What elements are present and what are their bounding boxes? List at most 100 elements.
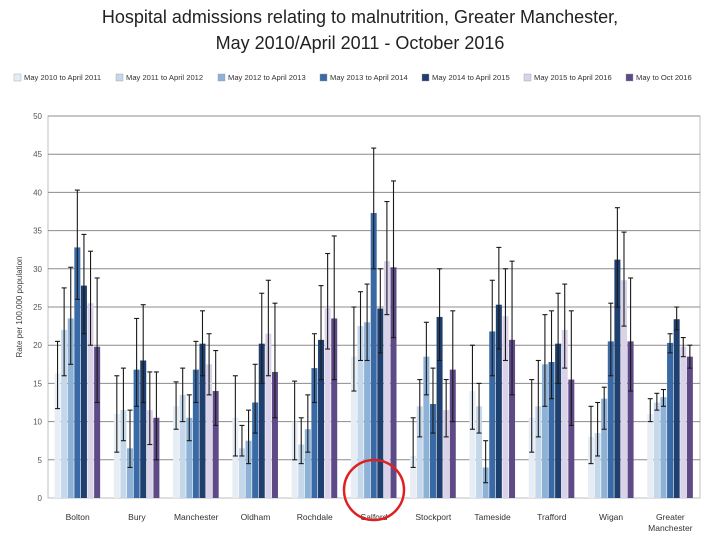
y-tick-label: 15 (33, 379, 42, 388)
bar (390, 267, 397, 498)
bar (199, 343, 206, 498)
bar (140, 360, 147, 498)
x-tick-label: Bury (128, 512, 146, 522)
y-tick-label: 20 (33, 341, 42, 350)
x-tick-label: Tameside (474, 512, 511, 522)
bar (80, 285, 87, 498)
bar (601, 398, 608, 498)
bar (357, 326, 364, 498)
chart-title: Hospital admissions relating to malnutri… (0, 4, 720, 56)
bar (74, 247, 81, 498)
bar (206, 364, 213, 498)
legend-swatch (13, 73, 22, 82)
bar (232, 417, 239, 498)
bar (265, 333, 272, 498)
bar (528, 417, 535, 498)
legend-label: May 2015 to April 2016 (534, 73, 612, 82)
bar (561, 329, 568, 498)
y-axis-label: Rate per 100,000 population (15, 257, 24, 358)
bar (667, 342, 674, 498)
x-tick-label: Salford (361, 512, 388, 522)
legend-label: May 2013 to April 2014 (330, 73, 408, 82)
bar (660, 397, 667, 498)
bar (271, 371, 278, 498)
bar (594, 433, 601, 498)
bar (179, 394, 186, 498)
y-tick-label: 30 (33, 265, 42, 274)
bar (252, 402, 259, 498)
bar (443, 410, 450, 498)
bar (548, 362, 555, 498)
bar (258, 343, 265, 498)
legend-swatch (625, 73, 634, 82)
bar (469, 391, 476, 498)
legend-swatch (115, 73, 124, 82)
bar (370, 213, 377, 498)
bar (113, 413, 120, 498)
x-tick-label: Trafford (537, 512, 567, 522)
bar (350, 356, 357, 498)
y-tick-label: 0 (38, 494, 43, 503)
bar (331, 318, 338, 498)
bar (127, 448, 134, 498)
bar (541, 364, 548, 498)
bar (383, 261, 390, 498)
bar (364, 322, 371, 498)
legend-swatch (523, 73, 532, 82)
bar (212, 391, 219, 498)
bar (620, 280, 627, 498)
bar (680, 346, 687, 498)
bar (673, 319, 680, 498)
bar (436, 316, 443, 498)
x-tick-label: Stockport (415, 512, 452, 522)
bar (489, 331, 496, 498)
bar (653, 402, 660, 498)
bar (173, 406, 180, 498)
bar (311, 368, 318, 498)
chart-title-line-1: Hospital admissions relating to malnutri… (101, 7, 619, 27)
bar (186, 417, 193, 498)
x-tick-label: Wigan (599, 512, 623, 522)
bar (476, 406, 483, 498)
x-tick-label: Rochdale (297, 512, 333, 522)
bar (416, 406, 423, 498)
bar (192, 369, 199, 498)
bar (429, 404, 436, 498)
legend-label: May to Oct 2016 (636, 73, 692, 82)
legend-label: May 2014 to April 2015 (432, 73, 510, 82)
bar (502, 316, 509, 498)
bar (304, 429, 311, 498)
bar (423, 356, 430, 498)
legend-swatch (319, 73, 328, 82)
bar (686, 356, 693, 498)
y-tick-label: 35 (33, 227, 42, 236)
highlight-circle (342, 458, 406, 522)
bar (449, 369, 456, 498)
bar (377, 308, 384, 498)
chart-title-line-2: May 2010/April 2011 - October 2016 (215, 33, 505, 53)
bar (587, 436, 594, 498)
bar (67, 318, 74, 498)
x-tick-label: Oldham (241, 512, 271, 522)
bar (120, 410, 127, 498)
bar (61, 329, 68, 498)
bar (509, 339, 516, 498)
legend-label: May 2012 to April 2013 (228, 73, 306, 82)
bar (495, 304, 502, 498)
bar (614, 259, 621, 498)
bar (94, 346, 101, 498)
bar (298, 444, 305, 498)
bar (245, 440, 252, 498)
x-tick-label: Manchester (648, 523, 693, 533)
x-tick-label: Greater (656, 512, 685, 522)
bar (146, 410, 153, 498)
y-tick-label: 50 (33, 112, 42, 121)
bar (87, 303, 94, 498)
y-tick-label: 5 (38, 456, 43, 465)
legend-label: May 2011 to April 2012 (126, 73, 203, 82)
legend-swatch (217, 73, 226, 82)
bar (133, 369, 140, 498)
bar (324, 307, 331, 498)
bar (627, 341, 634, 498)
